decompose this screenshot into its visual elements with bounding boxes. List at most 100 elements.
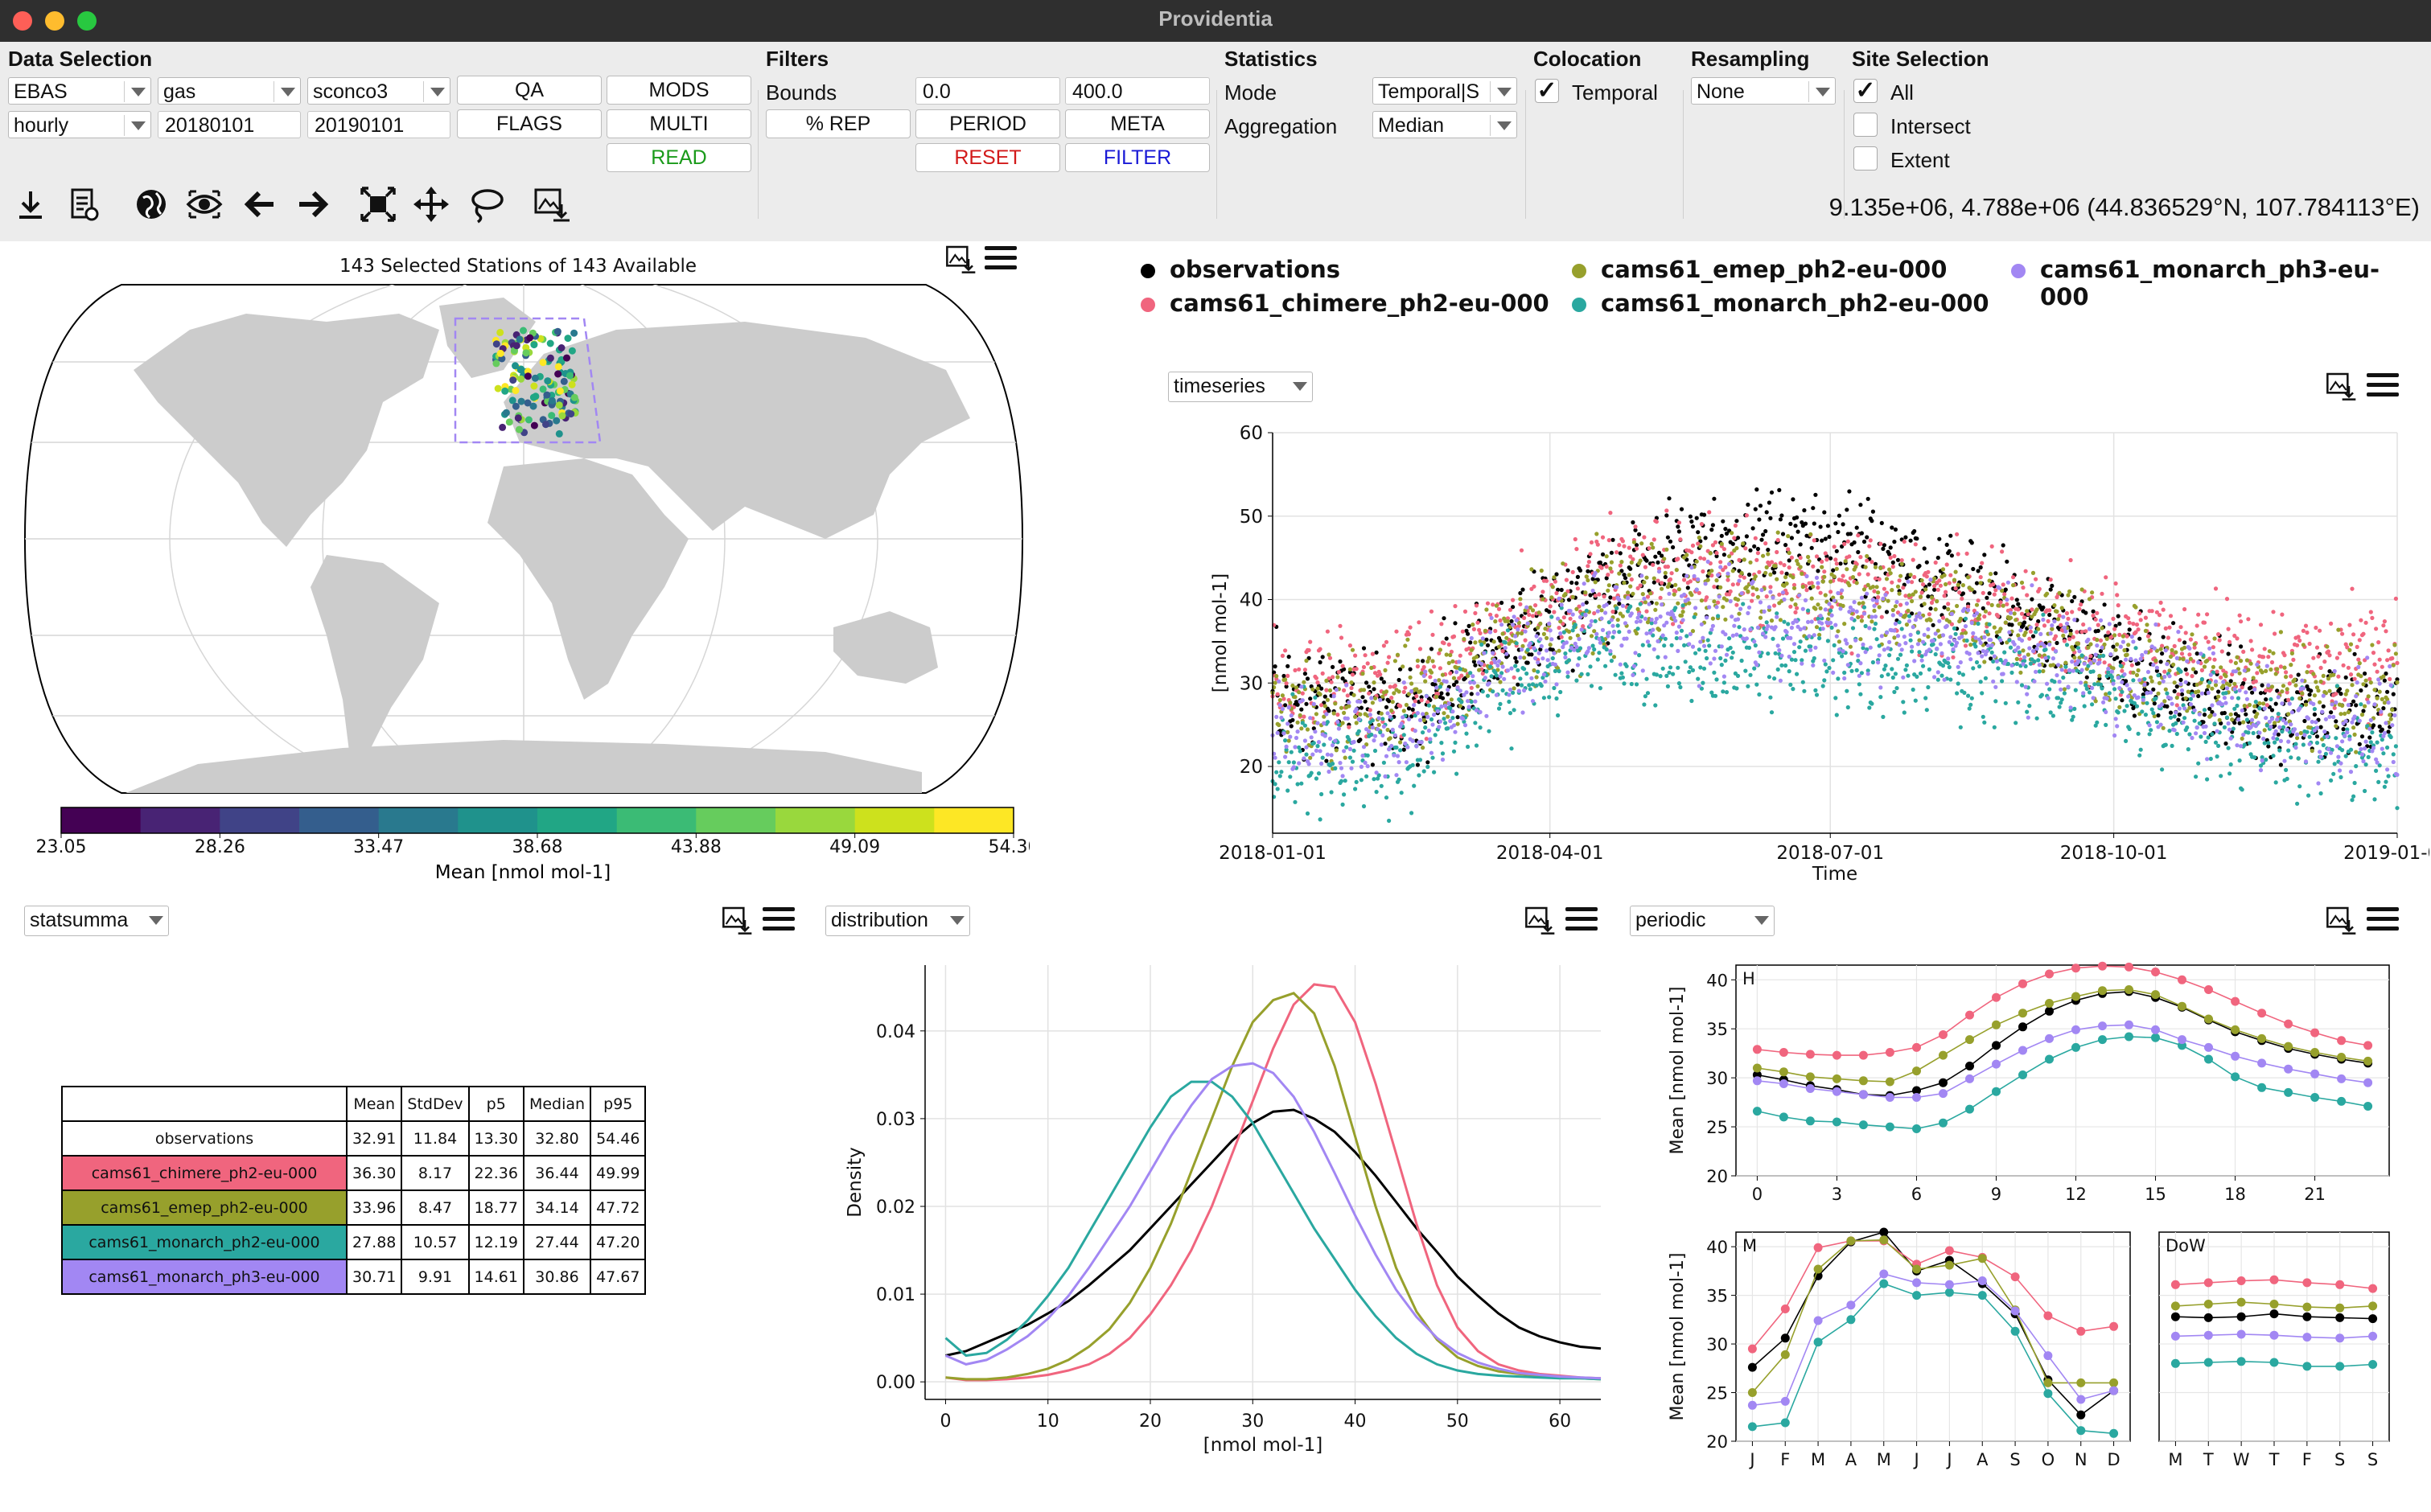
temporal-checkbox[interactable]: ✓ [1535, 79, 1559, 103]
eye-icon[interactable] [185, 185, 224, 224]
timeseries-y-tick-label: 40 [1240, 590, 1263, 611]
timeseries-point [1911, 625, 1915, 630]
resampling-select[interactable]: None [1691, 77, 1836, 105]
timeseries-point [1688, 514, 1693, 519]
lasso-icon[interactable] [467, 185, 505, 224]
save-figure-icon[interactable] [533, 185, 571, 224]
timeseries-point [2331, 771, 2336, 776]
timeseries-point [1831, 568, 1836, 573]
distribution-plot-select[interactable]: distribution [825, 906, 970, 936]
timeseries-point [2196, 659, 2201, 665]
qa-button[interactable]: QA [457, 76, 602, 105]
filter-button[interactable]: FILTER [1065, 143, 1210, 172]
timeseries-point [2084, 686, 2089, 691]
intersect-checkbox[interactable] [1853, 113, 1878, 137]
statsummary-menu-icon[interactable] [763, 907, 795, 936]
timeseries-point [1631, 540, 1636, 544]
maximize-window-button[interactable] [77, 11, 97, 31]
timeseries-point [1705, 577, 1710, 582]
timeseries-point [1667, 581, 1672, 586]
end-date-field[interactable]: 20190101 [307, 111, 450, 138]
timeseries-point [1803, 648, 1808, 653]
rep-button[interactable]: % REP [766, 109, 911, 138]
timeseries-point [1516, 682, 1520, 687]
flags-button[interactable]: FLAGS [457, 109, 602, 138]
periodic-save-figure-icon[interactable] [2325, 904, 2357, 936]
periodic-point [2337, 1036, 2347, 1046]
bounds-upper-field[interactable]: 400.0 [1065, 77, 1210, 105]
timeseries-point [1415, 762, 1420, 767]
timeseries-point [2375, 760, 2380, 765]
timeseries-save-figure-icon[interactable] [2325, 370, 2357, 402]
timeseries-menu-icon[interactable] [2367, 373, 2399, 402]
timeseries-point [1718, 655, 1723, 661]
bounds-lower-field[interactable]: 0.0 [915, 77, 1060, 105]
timeseries-point [1588, 664, 1593, 669]
period-button[interactable]: PERIOD [915, 109, 1060, 138]
timeseries-point [2255, 712, 2260, 717]
timeseries-point [1396, 777, 1401, 782]
read-button[interactable]: READ [607, 143, 751, 172]
timeseries-point [2167, 625, 2172, 630]
timeseries-point [2208, 672, 2213, 677]
periodic-plot-select[interactable]: periodic [1630, 906, 1775, 936]
timeseries-point [1872, 589, 1877, 594]
zoom-to-rect-icon[interactable] [359, 185, 397, 224]
timeseries-point [1847, 610, 1852, 614]
statsummary-plot-select[interactable]: statsumma [24, 906, 169, 936]
species-select[interactable]: sconco3 [307, 77, 450, 105]
multi-button[interactable]: MULTI [607, 109, 751, 138]
minimize-window-button[interactable] [45, 11, 64, 31]
all-checkbox[interactable]: ✓ [1853, 79, 1878, 103]
map-plot[interactable] [21, 281, 1026, 796]
stats-cell: 8.47 [401, 1189, 470, 1226]
timeseries-point [1742, 557, 1746, 562]
periodic-point [1912, 1042, 1921, 1052]
pan-icon[interactable] [412, 185, 450, 224]
forward-arrow-icon[interactable] [293, 185, 331, 224]
timeseries-point [1834, 713, 1839, 717]
distribution-save-figure-icon[interactable] [1524, 904, 1556, 936]
resolution-select[interactable]: hourly [8, 111, 151, 138]
back-arrow-icon[interactable] [241, 185, 280, 224]
map-save-figure-icon[interactable] [944, 243, 977, 275]
timeseries-point [1529, 652, 1534, 657]
timeseries-point [1309, 770, 1314, 775]
timeseries-point [1791, 585, 1797, 590]
map-menu-icon[interactable] [985, 246, 1017, 275]
timeseries-point [1944, 590, 1948, 594]
timeseries-point [1520, 643, 1525, 648]
timeseries-point [2281, 684, 2286, 688]
timeseries-plot-select[interactable]: timeseries [1168, 372, 1313, 402]
distribution-chart[interactable]: 0.000.010.020.030.040 10 20 30 40 50 60[nmol m… [837, 949, 1609, 1480]
statsummary-save-figure-icon[interactable] [721, 904, 753, 936]
timeseries-point [1748, 560, 1753, 565]
meta-button[interactable]: META [1065, 109, 1210, 138]
periodic-menu-icon[interactable] [2367, 907, 2399, 936]
timeseries-point [2194, 731, 2199, 736]
network-select[interactable]: EBAS [8, 77, 151, 105]
periodic-point [1992, 992, 2001, 1002]
close-window-button[interactable] [13, 11, 32, 31]
datatype-select[interactable]: gas [158, 77, 301, 105]
legend: observations cams61_chimere_ph2-eu-000 c… [1134, 254, 2421, 327]
mods-button[interactable]: MODS [607, 76, 751, 105]
aggregation-select[interactable]: Median [1372, 111, 1517, 138]
distribution-menu-icon[interactable] [1565, 907, 1598, 936]
timeseries-point [1302, 714, 1306, 719]
timeseries-point [1935, 587, 1940, 592]
extent-checkbox[interactable] [1853, 146, 1878, 171]
download-icon[interactable] [11, 185, 50, 224]
timeseries-point [2149, 609, 2154, 614]
timeseries-point [1453, 740, 1458, 745]
reset-button[interactable]: RESET [915, 143, 1060, 172]
start-date-field[interactable]: 20180101 [158, 111, 301, 138]
mode-select[interactable]: Temporal|S [1372, 77, 1517, 105]
globe-icon[interactable] [132, 185, 171, 224]
timeseries-point [2023, 684, 2028, 689]
periodic-y-tick-label: 25 [1706, 1118, 1728, 1137]
timeseries-point [2318, 679, 2323, 684]
document-settings-icon[interactable] [64, 185, 103, 224]
